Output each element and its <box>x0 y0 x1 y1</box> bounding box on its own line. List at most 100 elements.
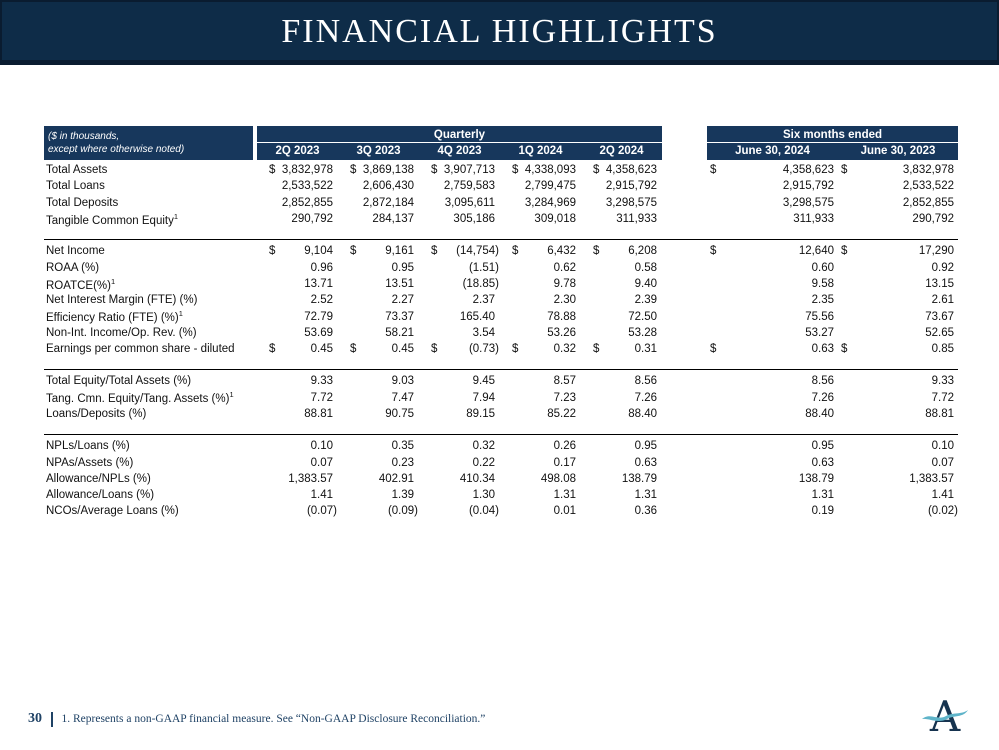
value-cell: $ (0.73) <box>419 343 500 355</box>
value-cell: 8.56 <box>581 375 662 387</box>
cell-value: 2.39 <box>634 294 657 307</box>
value-cell: 0.95 <box>581 440 662 452</box>
cell-value: 1.30 <box>472 489 495 502</box>
value-cell: 498.08 <box>500 473 581 485</box>
cell-value: 53.27 <box>805 326 834 339</box>
cell-value: 0.10 <box>931 440 954 453</box>
cell-value: 53.26 <box>547 326 576 339</box>
table-row: Tangible Common Equity1 290,792 284,137 305… <box>44 211 958 227</box>
table-row: Allowance/Loans (%) 1.41 1.39 1.30 1.31 1.31 1… <box>44 487 958 503</box>
cell-value: 3,298,575 <box>782 196 834 209</box>
cell-value: 3,095,611 <box>444 196 495 209</box>
value-cell: 7.72 <box>257 392 338 404</box>
value-cell: 13.71 <box>257 278 338 290</box>
value-cell: 0.19 <box>707 505 838 517</box>
table-row: Non-Int. Income/Op. Rev. (%) 53.69 58.21 3.… <box>44 325 958 341</box>
value-cell: 90.75 <box>338 408 419 420</box>
value-cell: $9,104 <box>257 245 338 257</box>
value-cell: 0.26 <box>500 440 581 452</box>
cell-value: 0.23 <box>391 456 414 469</box>
page-number: 30 <box>28 711 42 726</box>
value-cell: 2,852,855 <box>257 197 338 209</box>
quarter-column-header: 4Q 2023 <box>419 143 500 160</box>
value-cell: 1,383.57 <box>257 473 338 485</box>
value-cell: 2,759,583 <box>419 180 500 192</box>
cell-value: 9,161 <box>385 245 414 258</box>
quarter-column-header: 3Q 2023 <box>338 143 419 160</box>
value-cell: 1.30 <box>419 489 500 501</box>
quarter-columns-row: 2Q 2023 3Q 2023 4Q 2023 1Q 2024 2Q 2024 <box>257 143 662 160</box>
value-cell: 0.10 <box>838 440 958 452</box>
cell-value: 284,137 <box>372 213 414 226</box>
cell-value: (14,754) <box>456 245 499 258</box>
cell-value: 53.69 <box>304 326 333 339</box>
value-cell: 1.31 <box>581 489 662 501</box>
value-cell: $6,208 <box>581 245 662 257</box>
row-label: NPAs/Assets (%) <box>46 456 134 469</box>
cell-value: 13.15 <box>925 277 954 290</box>
cell-value: 12,640 <box>798 245 834 258</box>
value-cell: 9.78 <box>500 278 581 290</box>
cell-value: 1.41 <box>931 489 954 502</box>
value-cell: 0.92 <box>838 262 958 274</box>
value-cell: $0.32 <box>500 343 581 355</box>
cell-value: 0.35 <box>391 440 414 453</box>
cell-value: 88.40 <box>805 408 834 420</box>
cell-value: 305,186 <box>453 213 495 226</box>
cell-value: 9.40 <box>634 277 657 290</box>
value-cell: 1,383.57 <box>838 473 958 485</box>
value-cell: 2,533,522 <box>838 180 958 192</box>
cell-value: 0.32 <box>472 440 495 453</box>
value-cell: 0.22 <box>419 457 500 469</box>
cell-value: 1.31 <box>811 489 834 502</box>
value-cell: $0.63 <box>707 343 838 355</box>
unit-note-line2: except where otherwise noted) <box>48 144 185 155</box>
cell-value: 0.32 <box>553 343 576 356</box>
row-label: Allowance/Loans (%) <box>46 489 155 502</box>
cell-value: 9,104 <box>304 245 333 258</box>
cell-value: 73.67 <box>925 310 954 323</box>
cell-value: 0.01 <box>553 505 576 518</box>
cell-value: 9.33 <box>931 375 954 388</box>
cell-value: 58.21 <box>385 326 414 339</box>
value-cell: $0.31 <box>581 343 662 355</box>
cell-value: 2.61 <box>931 294 954 307</box>
value-cell: 3,284,969 <box>500 197 581 209</box>
cell-value: 4,338,093 <box>524 164 576 177</box>
slide-title: FINANCIAL HIGHLIGHTS <box>281 13 718 50</box>
row-label: Total Deposits <box>46 196 119 209</box>
cell-value: 9.78 <box>553 277 576 290</box>
cell-value: 6,432 <box>547 245 576 258</box>
cell-value: 13.71 <box>304 277 333 290</box>
cell-value: 0.07 <box>931 456 954 469</box>
dollar-sign: $ <box>710 164 717 177</box>
value-cell: 53.26 <box>500 327 581 339</box>
value-cell: 2,799,475 <box>500 180 581 192</box>
value-cell: $3,869,138 <box>338 164 419 176</box>
value-cell: 2,606,430 <box>338 180 419 192</box>
value-cell: 0.10 <box>257 440 338 452</box>
cell-value: 1,383.57 <box>288 472 333 485</box>
value-cell: (1.51) <box>419 262 500 274</box>
value-cell: 9.45 <box>419 375 500 387</box>
value-cell: 1.31 <box>707 489 838 501</box>
value-cell: 0.35 <box>338 440 419 452</box>
cell-value: 290,792 <box>291 213 333 226</box>
value-cell: 0.07 <box>838 457 958 469</box>
value-cell: (0.04) <box>419 505 500 517</box>
value-cell: 0.58 <box>581 262 662 274</box>
value-cell: 85.22 <box>500 408 581 420</box>
value-cell: 88.81 <box>838 408 958 420</box>
cell-value: 0.63 <box>811 456 834 469</box>
unit-note: ($ in thousands, except where otherwise … <box>44 126 253 160</box>
dollar-sign: $ <box>350 164 357 177</box>
six-month-columns-row: June 30, 2024 June 30, 2023 <box>707 143 958 160</box>
cell-value: 0.22 <box>472 456 495 469</box>
cell-value: 0.26 <box>553 440 576 453</box>
cell-value: 2,759,583 <box>443 180 495 193</box>
value-cell: 3,298,575 <box>581 197 662 209</box>
logo-wave <box>922 710 968 722</box>
value-cell: 53.28 <box>581 327 662 339</box>
value-cell: 2.61 <box>838 294 958 306</box>
value-cell: 0.32 <box>419 440 500 452</box>
